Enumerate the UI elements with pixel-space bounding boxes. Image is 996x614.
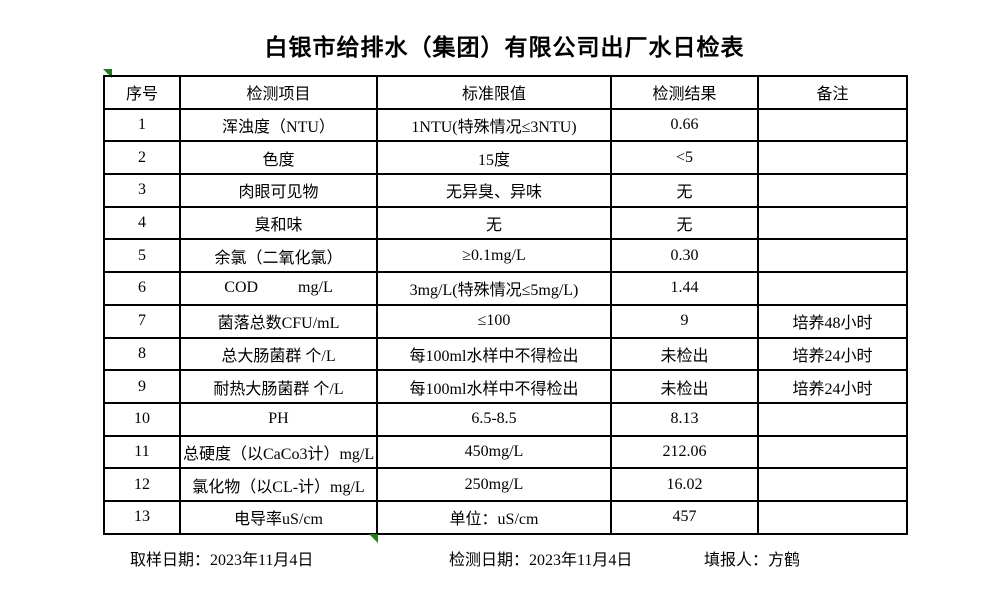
cell-item: 耐热大肠菌群 个/L — [179, 369, 378, 404]
cell-remark — [757, 401, 908, 437]
cell-result: 212.06 — [610, 434, 759, 470]
cell-item: COD mg/L — [179, 271, 378, 306]
cell-item: 总大肠菌群 个/L — [179, 336, 378, 372]
cell-remark: 培养48小时 — [757, 303, 908, 339]
cell-result: 未检出 — [610, 369, 759, 404]
cell-standard-limit: 450mg/L — [376, 434, 612, 470]
cell-result: 0.66 — [610, 107, 759, 143]
cell-index: 4 — [103, 205, 181, 241]
cell-result: 9 — [610, 303, 759, 339]
footer: 取样日期：2023年11月4日 检测日期：2023年11月4日 填报人：方鹤 — [0, 546, 996, 569]
cell-index: 12 — [103, 467, 181, 502]
cell-index: 3 — [103, 173, 181, 208]
col-header-result: 检测结果 — [610, 75, 759, 110]
cell-standard-limit: 每100ml水样中不得检出 — [376, 336, 612, 372]
cell-remark — [757, 173, 908, 208]
col-header-no: 序号 — [103, 75, 181, 110]
table-row: 13 电导率uS/cm 单位：uS/cm 457 — [103, 499, 908, 535]
cell-remark — [757, 499, 908, 535]
cell-result: 16.02 — [610, 467, 759, 502]
cell-standard-limit: 250mg/L — [376, 467, 612, 502]
col-header-remark: 备注 — [757, 75, 908, 110]
cell-index: 7 — [103, 303, 181, 339]
cell-item: 浑浊度（NTU） — [179, 107, 378, 143]
cell-result: 457 — [610, 499, 759, 535]
table-row: 12 氯化物（以CL-计）mg/L 250mg/L 16.02 — [103, 467, 908, 502]
cell-remark — [757, 434, 908, 470]
table-row: 4 臭和味 无 无 — [103, 205, 908, 241]
cell-index: 2 — [103, 140, 181, 176]
cell-standard-limit: 1NTU(特殊情况≤3NTU) — [376, 107, 612, 143]
cell-result: <5 — [610, 140, 759, 176]
cell-standard-limit: 15度 — [376, 140, 612, 176]
table-row: 5 余氯（二氧化氯） ≥0.1mg/L 0.30 — [103, 238, 908, 274]
cell-remark — [757, 238, 908, 274]
table-row: 11 总硬度（以CaCo3计）mg/L 450mg/L 212.06 — [103, 434, 908, 470]
table-row: 6 COD mg/L 3mg/L(特殊情况≤5mg/L) 1.44 — [103, 271, 908, 306]
cell-result: 无 — [610, 173, 759, 208]
cell-remark: 培养24小时 — [757, 336, 908, 372]
reporter: 填报人：方鹤 — [704, 552, 801, 569]
cell-remark — [757, 467, 908, 502]
table-row: 1 浑浊度（NTU） 1NTU(特殊情况≤3NTU) 0.66 — [103, 107, 908, 143]
cell-standard-limit: 无 — [376, 205, 612, 241]
cell-item: 氯化物（以CL-计）mg/L — [179, 467, 378, 502]
cell-index: 10 — [103, 401, 181, 437]
cell-index: 6 — [103, 271, 181, 306]
sampling-date: 取样日期：2023年11月4日 — [130, 552, 314, 569]
cell-result: 未检出 — [610, 336, 759, 372]
cell-item: 余氯（二氧化氯） — [179, 238, 378, 274]
cell-remark — [757, 107, 908, 143]
cell-remark — [757, 140, 908, 176]
table-row: 9 耐热大肠菌群 个/L 每100ml水样中不得检出 未检出 培养24小时 — [103, 369, 908, 404]
cell-remark — [757, 271, 908, 306]
cell-standard-limit: 每100ml水样中不得检出 — [376, 369, 612, 404]
cell-standard-limit: 单位：uS/cm — [376, 499, 612, 535]
cell-index: 11 — [103, 434, 181, 470]
cell-flag-icon — [369, 534, 378, 543]
cell-standard-limit: 6.5-8.5 — [376, 401, 612, 437]
cell-index: 8 — [103, 336, 181, 372]
cell-item: 总硬度（以CaCo3计）mg/L — [179, 434, 378, 470]
cell-item: PH — [179, 401, 378, 437]
table-row: 7 菌落总数CFU/mL ≤100 9 培养48小时 — [103, 303, 908, 339]
cell-standard-limit: 无异臭、异味 — [376, 173, 612, 208]
cell-item: 菌落总数CFU/mL — [179, 303, 378, 339]
cell-standard-limit: ≤100 — [376, 303, 612, 339]
cell-item: 肉眼可见物 — [179, 173, 378, 208]
cell-result: 1.44 — [610, 271, 759, 306]
cell-item: 色度 — [179, 140, 378, 176]
inspection-table: 序号 检测项目 标准限值 检测结果 备注 1 浑浊度（NTU） 1NTU(特殊情… — [103, 75, 908, 535]
table-row: 10 PH 6.5-8.5 8.13 — [103, 401, 908, 437]
test-date: 检测日期：2023年11月4日 — [449, 552, 633, 569]
col-header-standard: 标准限值 — [376, 75, 612, 110]
cell-remark — [757, 205, 908, 241]
cell-item: 臭和味 — [179, 205, 378, 241]
cell-standard-limit: 3mg/L(特殊情况≤5mg/L) — [376, 271, 612, 306]
table-row: 3 肉眼可见物 无异臭、异味 无 — [103, 173, 908, 208]
cell-index: 5 — [103, 238, 181, 274]
table-header-row: 序号 检测项目 标准限值 检测结果 备注 — [103, 75, 908, 110]
cell-result: 0.30 — [610, 238, 759, 274]
cell-result: 无 — [610, 205, 759, 241]
col-header-item: 检测项目 — [179, 75, 378, 110]
cell-item: 电导率uS/cm — [179, 499, 378, 535]
cell-index: 13 — [103, 499, 181, 535]
cell-standard-limit: ≥0.1mg/L — [376, 238, 612, 274]
cell-result: 8.13 — [610, 401, 759, 437]
cell-index: 9 — [103, 369, 181, 404]
cell-remark: 培养24小时 — [757, 369, 908, 404]
cell-index: 1 — [103, 107, 181, 143]
page-title: 白银市给排水（集团）有限公司出厂水日检表 — [264, 35, 745, 60]
table-row: 2 色度 15度 <5 — [103, 140, 908, 176]
table-row: 8 总大肠菌群 个/L 每100ml水样中不得检出 未检出 培养24小时 — [103, 336, 908, 372]
